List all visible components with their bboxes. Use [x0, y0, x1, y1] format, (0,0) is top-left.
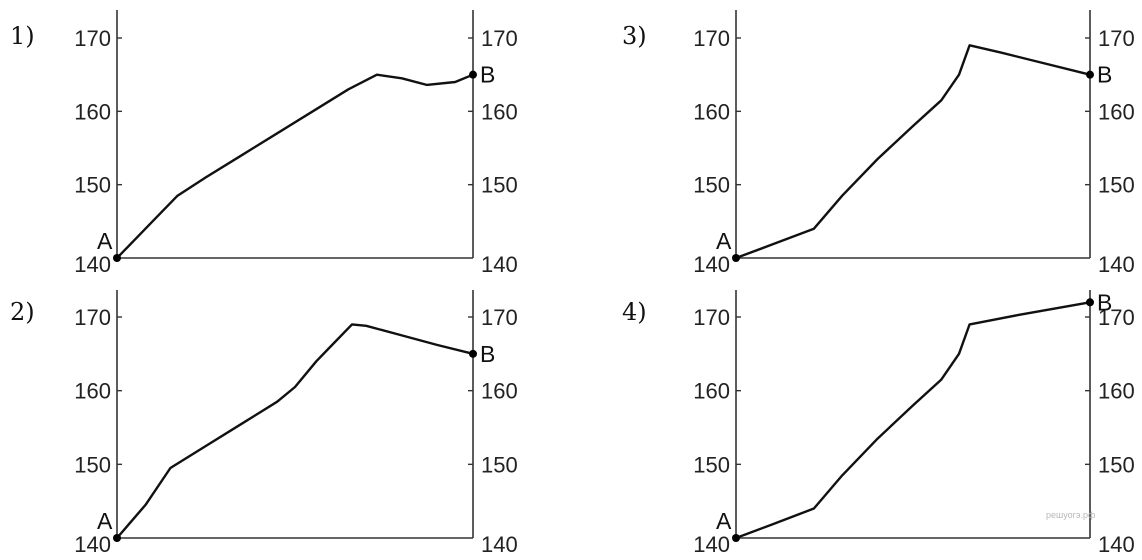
chart-2-left-tick-label: 160: [74, 379, 111, 404]
chart-4-line: [734, 301, 1092, 540]
chart-1-left-tick-label: 140: [74, 252, 111, 277]
chart-2-point-b: [469, 349, 477, 358]
chart-1-right-tick-label: 140: [481, 252, 518, 277]
chart-3-right-tick-label: 150: [1098, 173, 1135, 198]
chart-1-right-tick-label: 160: [481, 99, 518, 124]
chart-2-label-a: A: [97, 508, 113, 534]
chart-3-point-b: [1086, 70, 1094, 79]
chart-4-left-tick-label: 160: [693, 379, 730, 404]
chart-1-left-tick-label: 150: [74, 173, 111, 198]
chart-1-point-a: [113, 254, 121, 262]
chart-2-number: 2): [10, 298, 35, 326]
chart-3-left-tick-label: 160: [693, 99, 730, 124]
chart-4-point-a: [732, 534, 740, 542]
chart-4-right-tick-label: 150: [1098, 452, 1135, 477]
chart-1-label-a: A: [97, 228, 113, 254]
chart-4-left-tick-label: 140: [693, 532, 730, 557]
chart-4-right-tick-label: 140: [1098, 532, 1135, 557]
chart-2-left-tick-label: 140: [74, 532, 111, 557]
chart-3-right-tick-label: 170: [1098, 26, 1135, 51]
chart-2-right-tick-label: 150: [481, 452, 518, 477]
watermark-text: решуогэ.рф: [1046, 510, 1096, 520]
chart-1-left-tick-label: 160: [74, 99, 111, 124]
chart-1-right-tick-label: 170: [481, 26, 518, 51]
chart-2-left-tick-label: 170: [74, 305, 111, 330]
chart-3-line: [734, 44, 1092, 260]
chart-1-label-b: B: [480, 62, 495, 88]
chart-4-right-tick-label: 160: [1098, 379, 1135, 404]
chart-1-line: [115, 73, 475, 260]
chart-3-left-tick-label: 170: [693, 26, 730, 51]
chart-3-left-tick-label: 150: [693, 173, 730, 198]
chart-1-point-b: [469, 70, 477, 79]
chart-3-left-tick-label: 140: [693, 252, 730, 277]
chart-2-right-tick-label: 140: [481, 532, 518, 557]
chart-3-right-tick-label: 140: [1098, 252, 1135, 277]
chart-4-left-tick-label: 150: [693, 452, 730, 477]
chart-3-right-tick-label: 160: [1098, 99, 1135, 124]
chart-3-point-a: [732, 254, 740, 262]
chart-1-right-tick-label: 150: [481, 173, 518, 198]
chart-4-number: 4): [622, 298, 647, 326]
chart-4-point-b: [1086, 298, 1094, 307]
chart-2-label-b: B: [480, 341, 495, 367]
chart-4-label-b: B: [1097, 289, 1112, 315]
chart-1-number: 1): [10, 22, 35, 50]
chart-2-line: [115, 323, 475, 540]
chart-2-point-a: [113, 534, 121, 542]
chart-1-left-tick-label: 170: [74, 26, 111, 51]
chart-4-label-a: A: [716, 508, 732, 534]
chart-2-right-tick-label: 160: [481, 379, 518, 404]
chart-3-label-a: A: [716, 228, 732, 254]
chart-3-number: 3): [622, 22, 647, 50]
chart-4-right-tick-label: 170: [1098, 305, 1135, 330]
chart-2-left-tick-label: 150: [74, 452, 111, 477]
chart-3-label-b: B: [1097, 62, 1112, 88]
chart-4-left-tick-label: 170: [693, 305, 730, 330]
chart-2-right-tick-label: 170: [481, 305, 518, 330]
